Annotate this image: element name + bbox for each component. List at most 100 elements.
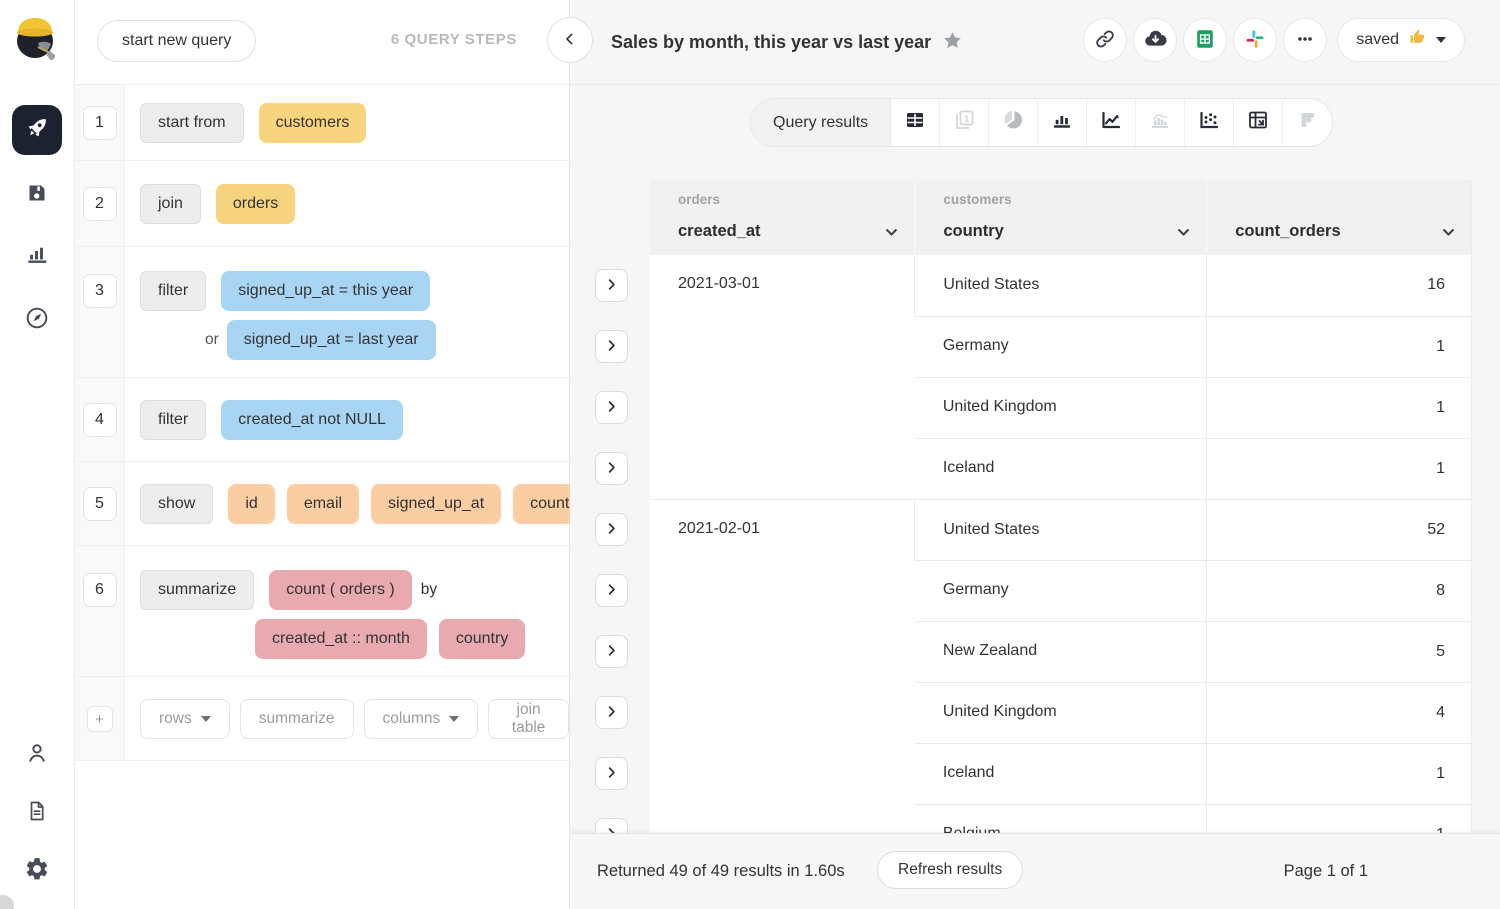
verb-chip-filter[interactable]: filter: [140, 400, 207, 440]
group-chip-country[interactable]: country: [438, 619, 526, 659]
nav-account-button[interactable]: [12, 730, 62, 780]
tab-table-view[interactable]: [891, 99, 941, 146]
refresh-results-button[interactable]: Refresh results: [877, 851, 1024, 889]
row-expand-button[interactable]: [595, 696, 628, 729]
tab-bar-chart[interactable]: [1038, 99, 1088, 146]
visualization-tabbar: Query results 1: [750, 98, 1334, 147]
slack-icon: [1244, 28, 1266, 53]
tab-pivot-table[interactable]: [1234, 99, 1284, 146]
nav-explore-button[interactable]: [12, 295, 62, 345]
svg-text:1: 1: [964, 114, 970, 125]
query-step-2: 2 join orders: [75, 161, 569, 247]
table-row[interactable]: Iceland 1: [650, 437, 1472, 499]
filter-chip-not-null[interactable]: created_at not NULL: [221, 400, 403, 440]
verb-chip-show[interactable]: show: [140, 484, 214, 524]
nav-charts-button[interactable]: [12, 231, 62, 281]
column-header-count-orders[interactable]: count_orders: [1206, 180, 1472, 255]
tab-single-value[interactable]: 1: [940, 99, 990, 146]
row-expand-button[interactable]: [595, 513, 628, 546]
step-number: 4: [82, 403, 117, 437]
table-row[interactable]: United Kingdom 4: [650, 681, 1472, 743]
nav-queries-button[interactable]: [12, 105, 62, 155]
query-steps-count-label: 6 QUERY STEPS: [390, 31, 517, 48]
more-options-button[interactable]: [1283, 18, 1328, 62]
tab-flag[interactable]: [1283, 99, 1332, 146]
table-row[interactable]: Iceland 1: [650, 742, 1472, 804]
chevron-right-icon: [605, 400, 618, 416]
step-number: 3: [82, 274, 117, 308]
nav-docs-button[interactable]: [12, 788, 62, 838]
share-link-button[interactable]: [1083, 18, 1128, 62]
chevron-down-icon[interactable]: [1177, 223, 1190, 241]
add-columns-button[interactable]: columns: [363, 699, 479, 739]
export-sheets-button[interactable]: [1183, 18, 1228, 62]
query-panel-header: start new query 6 QUERY STEPS: [75, 0, 569, 85]
star-icon[interactable]: [942, 30, 963, 56]
by-label: by: [420, 581, 438, 598]
nav-saved-button[interactable]: [12, 170, 62, 220]
verb-chip-join[interactable]: join: [140, 184, 201, 224]
tab-line-chart[interactable]: [1087, 99, 1137, 146]
tab-scatter-chart[interactable]: [1185, 99, 1235, 146]
chevron-down-icon[interactable]: [1442, 223, 1455, 241]
table-chip-customers[interactable]: customers: [258, 103, 367, 143]
thumbs-up-icon: [1408, 28, 1427, 52]
row-expand-button[interactable]: [595, 452, 628, 485]
query-step-4: 4 filter created_at not NULL: [75, 378, 569, 462]
row-expand-button[interactable]: [595, 330, 628, 363]
tab-histogram[interactable]: [1136, 99, 1186, 146]
tab-query-results[interactable]: Query results: [751, 99, 892, 146]
collapse-panel-button[interactable]: [547, 17, 593, 63]
table-row[interactable]: New Zealand 5: [650, 620, 1472, 682]
add-summarize-button[interactable]: summarize: [239, 699, 354, 739]
table-row[interactable]: 2021-03-01 United States 16: [650, 255, 1472, 499]
row-expand-button[interactable]: [595, 635, 628, 668]
table-chip-orders[interactable]: orders: [215, 184, 296, 224]
download-button[interactable]: [1133, 18, 1178, 62]
column-chip-signed-up-at[interactable]: signed_up_at: [371, 484, 502, 524]
aggregate-chip-count-orders[interactable]: count ( orders ): [269, 570, 412, 610]
tab-pie-chart[interactable]: [989, 99, 1039, 146]
slack-share-button[interactable]: [1233, 18, 1278, 62]
filter-chip-this-year[interactable]: signed_up_at = this year: [221, 271, 431, 311]
verb-chip-start-from[interactable]: start from: [140, 103, 244, 143]
add-join-table-button[interactable]: join table: [488, 699, 569, 739]
column-header-created-at[interactable]: orders created_at: [650, 180, 915, 255]
chevron-right-icon: [605, 583, 618, 599]
row-expand-button[interactable]: [595, 391, 628, 424]
link-icon: [1094, 28, 1116, 53]
results-status-text: Returned 49 of 49 results in 1.60s: [597, 862, 845, 880]
chevron-right-icon: [605, 644, 618, 660]
filter-chip-last-year[interactable]: signed_up_at = last year: [226, 320, 436, 360]
date-cell: 2021-03-01: [650, 255, 915, 499]
chevron-down-icon[interactable]: [885, 223, 898, 241]
compass-icon: [24, 305, 50, 336]
column-chip-id[interactable]: id: [228, 484, 275, 524]
group-chip-created-at-month[interactable]: created_at :: month: [255, 619, 427, 659]
start-new-query-button[interactable]: start new query: [97, 20, 257, 62]
row-expand-button[interactable]: [595, 269, 628, 302]
chevron-down-icon: [1436, 37, 1446, 43]
histogram-icon: [1148, 108, 1172, 137]
pie-chart-icon: [1001, 108, 1025, 137]
column-chip-email[interactable]: email: [286, 484, 360, 524]
table-row[interactable]: Germany 1: [650, 315, 1472, 377]
row-expand-button[interactable]: [595, 574, 628, 607]
verb-chip-summarize[interactable]: summarize: [140, 570, 255, 610]
results-header: Sales by month, this year vs last year s…: [570, 0, 1500, 85]
table-row[interactable]: 2021-02-01 United States 52: [650, 498, 1472, 865]
query-step-1: 1 start from customers: [75, 85, 569, 161]
row-expand-button[interactable]: [595, 757, 628, 790]
add-step-button[interactable]: +: [86, 706, 113, 732]
results-panel: Sales by month, this year vs last year s…: [570, 0, 1500, 909]
saved-status-button[interactable]: saved: [1337, 18, 1465, 62]
query-step-5: 5 show id email signed_up_at country etc…: [75, 462, 637, 546]
add-rows-button[interactable]: rows: [140, 699, 230, 739]
column-header-country[interactable]: customers country: [914, 180, 1207, 255]
table-row[interactable]: Germany 8: [650, 559, 1472, 621]
scatter-chart-icon: [1197, 108, 1221, 137]
nav-settings-button[interactable]: [12, 846, 62, 896]
verb-chip-filter[interactable]: filter: [140, 271, 207, 311]
table-row[interactable]: United Kingdom 1: [650, 376, 1472, 438]
chevron-left-icon: [562, 31, 578, 50]
